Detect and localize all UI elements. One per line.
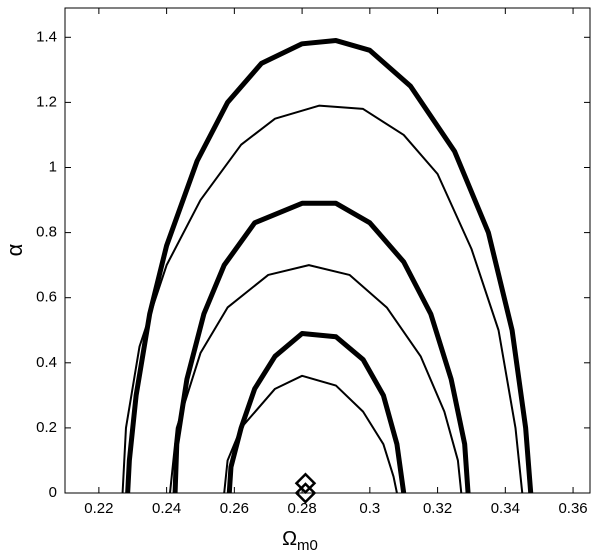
diamond-marker [294,482,317,504]
y-tick-label: 0.2 [36,419,57,436]
contour-line [121,104,524,494]
y-axis-label: α [2,243,27,256]
x-axis-label-sub: m0 [297,537,318,554]
contour-line [169,264,463,494]
x-tick-label: 0.34 [491,500,520,517]
y-tick-label: 0.8 [36,224,57,241]
x-tick-label: 0.36 [558,500,587,517]
contour-line [226,331,407,494]
x-axis-label: Ωm0 [282,528,318,554]
y-tick-label: 1 [49,158,57,175]
contour-line [125,38,534,494]
x-tick-label: 0.24 [152,500,181,517]
y-tick-label: 1.4 [36,28,57,45]
x-tick-label: 0.28 [287,500,316,517]
plot-frame [64,7,591,494]
y-tick-label: 0.6 [36,289,57,306]
y-tick-label: 0 [49,484,57,501]
x-tick-label: 0.22 [84,500,113,517]
x-axis-label-main: Ω [282,528,297,550]
x-tick-label: 0.3 [359,500,380,517]
diamond-marker [294,472,317,495]
y-tick-label: 0.4 [36,354,57,371]
x-tick-label: 0.32 [423,500,452,517]
y-tick-label: 1.2 [36,93,57,110]
contour-line [223,374,398,494]
x-tick-label: 0.26 [220,500,249,517]
contour-line [172,200,471,494]
